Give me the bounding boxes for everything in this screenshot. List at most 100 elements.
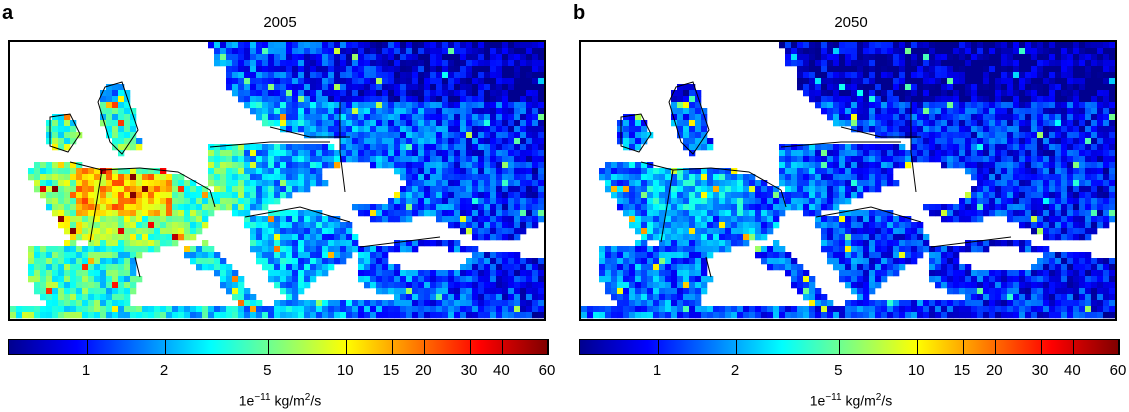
emission-cell — [82, 294, 89, 301]
emission-cell — [635, 186, 642, 193]
emission-cell — [773, 252, 780, 259]
emission-cell — [430, 156, 437, 163]
emission-cell — [268, 180, 275, 187]
emission-cell — [953, 132, 960, 139]
emission-cell — [382, 252, 389, 259]
panel-letter: b — [573, 2, 586, 24]
emission-cell — [274, 252, 281, 259]
emission-cell — [280, 54, 287, 61]
emission-cell — [665, 258, 672, 265]
emission-cell — [496, 168, 503, 175]
emission-cell — [88, 216, 95, 223]
emission-cell — [310, 216, 317, 223]
emission-cell — [412, 48, 419, 55]
emission-cell — [100, 222, 107, 229]
emission-cell — [268, 144, 275, 151]
emission-cell — [959, 210, 966, 217]
emission-cell — [983, 192, 990, 199]
emission-cell — [983, 78, 990, 85]
emission-cell — [430, 120, 437, 127]
emission-cell — [881, 162, 888, 169]
emission-cell — [238, 186, 245, 193]
emission-cell — [286, 282, 293, 289]
emission-cell — [124, 264, 131, 271]
emission-cell — [460, 180, 467, 187]
emission-cell — [514, 216, 521, 223]
emission-cell — [833, 180, 840, 187]
emission-cell — [304, 90, 311, 97]
emission-cell — [1031, 54, 1038, 61]
emission-cell — [70, 204, 77, 211]
emission-cell — [292, 270, 299, 277]
emission-cell — [821, 60, 828, 67]
emission-cell — [226, 186, 233, 193]
emission-cell — [1025, 156, 1032, 163]
emission-cell — [274, 264, 281, 271]
emission-cell — [929, 120, 936, 127]
emission-cell — [1031, 60, 1038, 67]
emission-cell — [1091, 204, 1098, 211]
emission-cell — [863, 150, 870, 157]
emission-cell — [496, 84, 503, 91]
emission-cell — [707, 138, 714, 145]
emission-cell — [70, 210, 77, 217]
emission-cell — [118, 114, 125, 121]
emission-cell — [514, 222, 521, 229]
emission-cell — [256, 54, 263, 61]
emission-cell — [935, 132, 942, 139]
emission-cell — [881, 60, 888, 67]
emission-cell — [226, 264, 233, 271]
emission-cell — [989, 192, 996, 199]
emission-cell — [695, 264, 702, 271]
emission-cell — [472, 96, 479, 103]
emission-cell — [412, 204, 419, 211]
emission-cell — [64, 162, 71, 169]
emission-cell — [322, 120, 329, 127]
emission-cell — [731, 222, 738, 229]
emission-cell — [514, 306, 521, 313]
emission-cell — [376, 138, 383, 145]
emission-cell — [364, 264, 371, 271]
emission-cell — [328, 312, 335, 319]
emission-cell — [815, 210, 822, 217]
emission-cell — [460, 108, 467, 115]
emission-cell — [382, 270, 389, 277]
emission-cell — [875, 186, 882, 193]
emission-cell — [797, 270, 804, 277]
emission-cell — [857, 228, 864, 235]
emission-cell — [346, 150, 353, 157]
emission-cell — [875, 84, 882, 91]
emission-cell — [647, 174, 654, 181]
emission-cell — [490, 48, 497, 55]
emission-cell — [659, 270, 666, 277]
emission-cell — [947, 90, 954, 97]
emission-cell — [370, 114, 377, 121]
emission-cell — [268, 222, 275, 229]
emission-cell — [917, 156, 924, 163]
emission-cell — [695, 234, 702, 241]
emission-cell — [845, 102, 852, 109]
emission-cell — [1055, 192, 1062, 199]
emission-cell — [364, 120, 371, 127]
emission-cell — [496, 60, 503, 67]
emission-cell — [238, 78, 245, 85]
emission-cell — [1085, 234, 1092, 241]
emission-cell — [538, 306, 544, 313]
emission-cell — [1007, 54, 1014, 61]
emission-cell — [1073, 48, 1080, 55]
emission-cell — [1079, 108, 1086, 115]
emission-cell — [869, 60, 876, 67]
emission-cell — [502, 144, 509, 151]
emission-cell — [514, 42, 521, 49]
emission-cell — [911, 222, 918, 229]
emission-cell — [1097, 108, 1104, 115]
emission-cell — [635, 264, 642, 271]
emission-cell — [382, 66, 389, 73]
emission-cell — [478, 120, 485, 127]
emission-cell — [58, 210, 65, 217]
emission-cell — [959, 108, 966, 115]
emission-cell — [520, 258, 527, 265]
emission-cell — [238, 84, 245, 91]
emission-cell — [995, 180, 1002, 187]
emission-cell — [647, 210, 654, 217]
